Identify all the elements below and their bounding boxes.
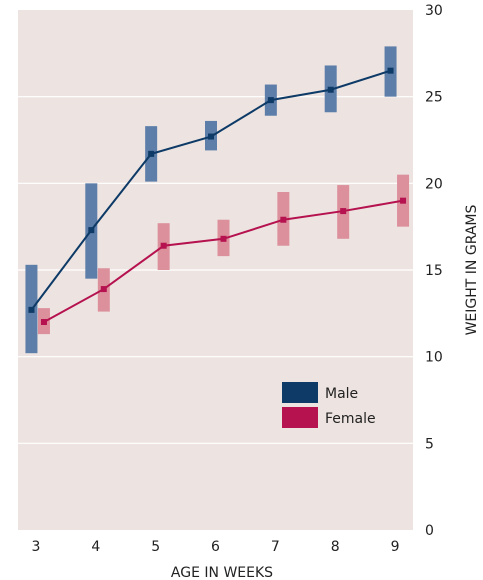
- y-axis-title: WEIGHT IN GRAMS: [464, 204, 480, 335]
- x-tick-label: 3: [31, 539, 40, 555]
- point-female: [400, 197, 407, 204]
- y-tick-label: 5: [425, 436, 434, 452]
- y-tick-label: 30: [425, 3, 443, 19]
- y-tick-label: 25: [425, 90, 443, 106]
- point-female: [40, 319, 47, 325]
- x-tick-label: 4: [91, 539, 100, 555]
- legend-swatch-male: [282, 382, 318, 403]
- point-male: [327, 86, 334, 93]
- y-tick-label: 20: [425, 176, 443, 192]
- x-tick-label: 7: [271, 539, 280, 555]
- point-female: [340, 208, 347, 215]
- y-tick-label: 15: [425, 263, 443, 279]
- y-axis-ticks: 0 5 10 15 20 25 30: [425, 3, 443, 539]
- point-female: [160, 242, 167, 249]
- x-axis-ticks: 3 4 5 6 7 8 9: [31, 539, 399, 555]
- gridlines: [18, 96, 413, 444]
- legend-swatch-female: [282, 407, 318, 428]
- x-tick-label: 6: [211, 539, 220, 555]
- point-female: [280, 216, 287, 223]
- point-male: [267, 97, 274, 104]
- point-male: [88, 227, 95, 234]
- x-tick-label: 5: [151, 539, 160, 555]
- legend-label-female: Female: [325, 411, 376, 427]
- point-male: [148, 150, 155, 157]
- data-points: [28, 67, 407, 325]
- y-tick-label: 10: [425, 350, 443, 366]
- point-male: [208, 133, 214, 140]
- legend: Male Female: [282, 382, 376, 428]
- point-female: [100, 286, 107, 293]
- point-male: [28, 306, 35, 313]
- x-tick-label: 8: [331, 539, 340, 555]
- x-tick-label: 9: [391, 539, 400, 555]
- legend-label-male: Male: [325, 386, 358, 402]
- x-axis-title: AGE IN WEEKS: [171, 565, 273, 580]
- y-tick-label: 0: [425, 523, 434, 539]
- point-female: [220, 235, 227, 242]
- point-male: [387, 67, 394, 74]
